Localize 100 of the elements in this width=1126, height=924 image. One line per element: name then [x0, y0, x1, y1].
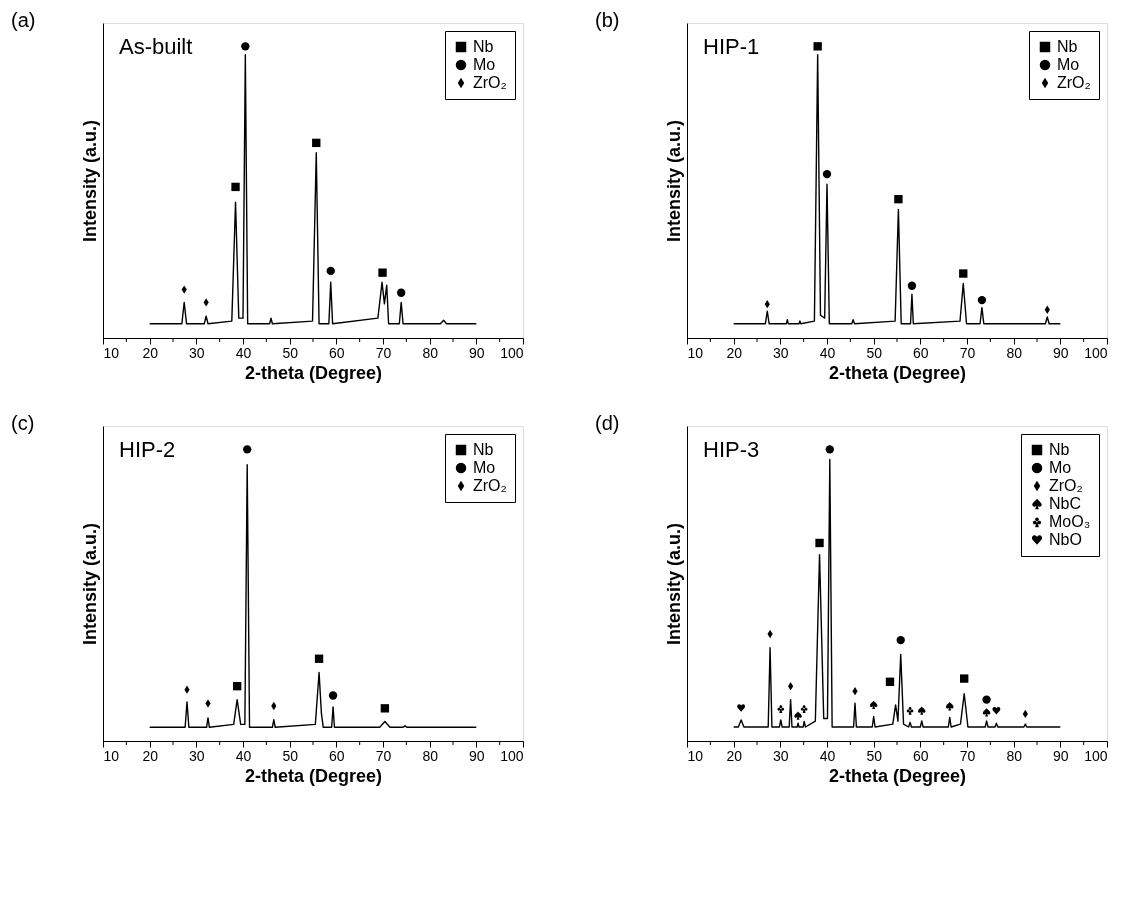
point: [906, 707, 914, 715]
x-tick-label: 60: [329, 747, 345, 764]
legend-label: Mo: [1049, 459, 1072, 476]
x-tick-label: 60: [913, 344, 929, 361]
point: [825, 445, 834, 454]
x-tick-label: 100: [500, 344, 524, 361]
point: [737, 704, 746, 712]
x-tick-label: 90: [1053, 747, 1069, 764]
legend-label: Mo: [473, 56, 496, 73]
point: [960, 674, 969, 683]
x-axis-title: 2-theta (Degree): [828, 362, 967, 383]
legend-label: NbO: [1049, 531, 1082, 548]
point: [813, 42, 822, 51]
chart-title: HIP-2: [119, 437, 176, 462]
x-tick-label: 30: [189, 747, 205, 764]
legend-label: Nb: [473, 441, 494, 458]
point: [815, 538, 824, 548]
legend-label: ZrO₂: [473, 477, 507, 494]
point: [982, 708, 991, 717]
chart-title: As-built: [119, 34, 193, 59]
point: [314, 654, 324, 663]
x-tick-label: 30: [773, 747, 789, 764]
point: [894, 194, 903, 204]
point: [959, 269, 968, 278]
x-tick-label: 70: [959, 344, 976, 361]
x-tick-label: 20: [726, 747, 743, 764]
x-tick-label: 50: [866, 344, 883, 361]
text: (a): [11, 9, 36, 31]
x-tick-label: 10: [687, 344, 704, 361]
x-tick-label: 100: [1084, 344, 1108, 361]
legend-label: Nb: [473, 38, 494, 55]
chart-title: HIP-3: [703, 437, 760, 462]
point: [977, 295, 987, 305]
point: [241, 42, 250, 51]
x-tick-label: 70: [375, 344, 392, 361]
point: [326, 266, 335, 276]
point: [232, 681, 242, 691]
point: [885, 677, 895, 686]
x-tick-label: 80: [422, 344, 439, 361]
y-axis-title: Intensity (a.u.): [663, 119, 684, 243]
point: [982, 695, 991, 704]
point: [312, 138, 321, 148]
x-tick-label: 10: [103, 344, 120, 361]
x-tick-label: 40: [235, 344, 252, 361]
x-tick-label: 70: [959, 747, 976, 764]
x-tick-label: 40: [819, 344, 836, 361]
x-tick-label: 60: [913, 747, 929, 764]
x-tick-label: 80: [422, 747, 439, 764]
legend-label: ZrO₂: [1057, 74, 1091, 91]
y-axis-title: Intensity (a.u.): [663, 522, 684, 646]
x-tick-label: 50: [282, 344, 299, 361]
x-axis-title: 2-theta (Degree): [244, 765, 383, 786]
x-tick-label: 10: [103, 747, 120, 764]
text: (c): [11, 412, 35, 434]
x-axis-title: 2-theta (Degree): [244, 362, 383, 383]
x-tick-label: 40: [235, 747, 252, 764]
point: [777, 705, 785, 714]
x-tick-label: 30: [189, 344, 205, 361]
point: [917, 706, 926, 715]
point: [378, 268, 387, 277]
text: (b): [595, 9, 620, 31]
legend-label: NbC: [1049, 495, 1082, 512]
point: [896, 635, 905, 645]
x-tick-label: 20: [726, 344, 743, 361]
legend-label: Nb: [1049, 441, 1070, 458]
x-tick-label: 100: [1084, 747, 1108, 764]
x-tick-label: 40: [819, 747, 836, 764]
point: [800, 705, 808, 714]
x-tick-label: 80: [1006, 747, 1023, 764]
x-tick-label: 60: [329, 344, 345, 361]
x-tick-label: 20: [142, 747, 159, 764]
point: [794, 711, 802, 720]
x-tick-label: 10: [687, 747, 704, 764]
legend-label: Mo: [473, 459, 496, 476]
x-tick-label: 90: [469, 344, 485, 361]
legend-label: Mo: [1057, 56, 1080, 73]
point: [328, 691, 338, 700]
y-axis-title: Intensity (a.u.): [79, 522, 100, 646]
x-tick-label: 70: [375, 747, 392, 764]
point: [945, 702, 954, 711]
x-tick-label: 90: [469, 747, 485, 764]
x-tick-label: 50: [866, 747, 883, 764]
x-tick-label: 90: [1053, 344, 1069, 361]
y-axis-title: Intensity (a.u.): [79, 119, 100, 243]
point: [397, 288, 406, 297]
legend-label: MoO₃: [1049, 513, 1091, 530]
point: [992, 706, 1001, 715]
point: [907, 281, 917, 290]
chart-title: HIP-1: [703, 34, 760, 59]
legend-label: ZrO₂: [1049, 477, 1083, 494]
point: [822, 169, 832, 179]
x-tick-label: 100: [500, 747, 524, 764]
text: (d): [595, 412, 620, 434]
point: [869, 700, 878, 710]
x-tick-label: 30: [773, 344, 789, 361]
point: [243, 445, 252, 454]
point: [231, 182, 240, 192]
legend-label: ZrO₂: [473, 74, 507, 91]
x-tick-label: 50: [282, 747, 299, 764]
x-axis-title: 2-theta (Degree): [828, 765, 967, 786]
